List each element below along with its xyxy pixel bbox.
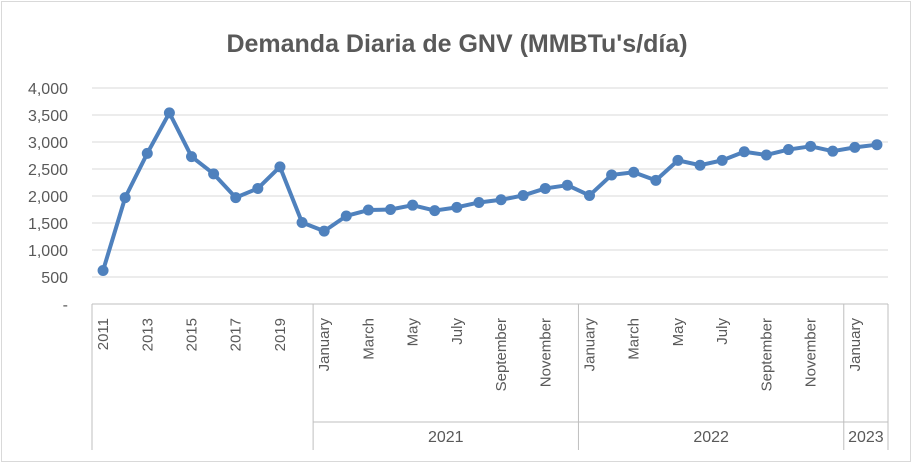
x-tick-label: July [714, 318, 731, 345]
y-tick-label: - [63, 297, 68, 314]
data-point [186, 151, 197, 163]
data-point [827, 145, 839, 157]
x-axis: 2011 2013 2015 2017 2019 January March May July S… [91, 304, 889, 450]
data-point [606, 169, 618, 181]
gridlines [92, 87, 888, 305]
x-group-label: 2021 [428, 429, 464, 446]
data-point [97, 265, 109, 277]
data-point [252, 182, 264, 194]
x-tick-label: 2015 [184, 318, 201, 351]
data-point [362, 204, 374, 216]
x-tick-label: March [360, 318, 377, 360]
data-point [495, 194, 507, 206]
data-point [340, 210, 352, 222]
data-point [650, 174, 662, 186]
x-tick-label: 2017 [228, 318, 245, 351]
chart-title: Demanda Diaria de GNV (MMBTu's/día) [226, 30, 687, 58]
data-point [849, 141, 861, 153]
x-tick-label: March [626, 318, 643, 360]
x-tick-label: November [537, 318, 554, 387]
data-point [318, 225, 330, 237]
data-point [517, 189, 529, 201]
y-tick-label: 1,000 [28, 243, 68, 260]
y-tick-label: 2,000 [28, 189, 68, 206]
y-tick-label: 3,000 [28, 135, 68, 152]
data-point [451, 201, 463, 213]
data-point [716, 154, 728, 166]
data-point [429, 205, 441, 217]
data-point [584, 189, 595, 201]
x-tick-label: July [449, 318, 466, 345]
data-point [385, 204, 396, 215]
y-tick-label: 3,500 [28, 108, 68, 125]
x-tick-label: September [758, 318, 775, 391]
y-tick-label: 1,500 [28, 216, 68, 233]
data-point [694, 159, 706, 171]
data-point [871, 139, 883, 151]
data-point [296, 216, 308, 228]
x-group-label: 2022 [693, 429, 729, 446]
data-point [672, 154, 684, 166]
data-point [783, 144, 794, 156]
data-point [760, 149, 772, 161]
data-point [274, 161, 286, 173]
y-tick-label: 4,000 [28, 81, 68, 98]
x-tick-label: September [493, 318, 510, 391]
x-tick-label: May [405, 318, 422, 347]
data-point [738, 146, 750, 158]
x-tick-label: 2019 [272, 318, 289, 351]
x-group-label: 2023 [848, 429, 884, 446]
data-point [119, 192, 131, 204]
data-point [141, 147, 153, 159]
data-point [473, 196, 485, 208]
data-point [407, 199, 419, 211]
x-tick-label: 2011 [95, 318, 112, 350]
y-tick-label: 500 [41, 270, 68, 287]
data-point [805, 140, 817, 152]
data-point [230, 192, 242, 204]
x-tick-label: November [803, 318, 820, 387]
data-point [628, 166, 640, 178]
series-line [101, 110, 879, 273]
data-point [539, 182, 551, 194]
series-layer [97, 107, 883, 277]
data-point [163, 107, 175, 119]
y-axis-labels: - 500 1,000 1,500 2,000 2,500 3,000 3,500 4,000 [28, 81, 68, 314]
x-tick-label: January [582, 318, 599, 372]
x-tick-label: January [847, 318, 864, 372]
x-tick-label: January [316, 318, 333, 372]
x-tick-label: 2013 [139, 318, 156, 351]
data-point [561, 179, 573, 191]
y-tick-label: 2,500 [28, 162, 68, 179]
data-point [208, 168, 220, 180]
x-tick-label: May [670, 318, 687, 347]
